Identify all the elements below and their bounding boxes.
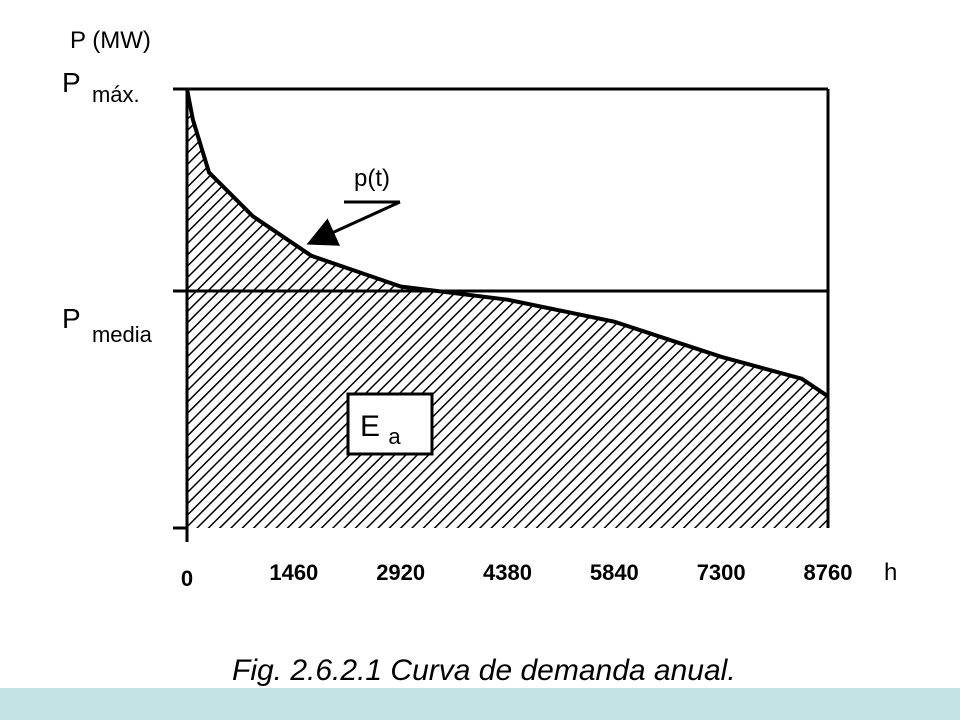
energy-area — [187, 89, 828, 528]
x-tick-label: 5840 — [590, 560, 639, 585]
energy-label-box — [346, 392, 434, 456]
curve-label: p(t) — [354, 165, 390, 192]
y-axis-title: P (MW) — [70, 27, 151, 54]
figure-caption: Fig. 2.6.2.1 Curva de demanda anual. — [232, 654, 736, 687]
curve-pointer-arrow — [306, 200, 401, 246]
x-tick-label: 7300 — [697, 560, 746, 585]
x-tick-label: 1460 — [269, 560, 318, 585]
pmax-subscript: máx. — [92, 82, 140, 107]
pmedia-subscript: media — [92, 322, 153, 347]
energy-label: E a — [360, 410, 401, 449]
pmedia-label: P media — [62, 303, 153, 347]
x-tick-label: 2920 — [376, 560, 425, 585]
footer-strip — [0, 688, 960, 720]
demand-curve-chart: P (MW) P máx. P media 0 1460 2920 4380 5840 7… — [62, 27, 897, 687]
pmax-label: P máx. — [62, 67, 140, 107]
y-axis-ticks — [173, 87, 187, 530]
x-axis-title: h — [884, 559, 897, 586]
x-axis-ticks: 0 1460 2920 4380 5840 7300 8760 — [181, 560, 853, 591]
series-line-p-t — [185, 88, 830, 398]
x-tick-label: 0 — [181, 566, 193, 591]
x-tick-label: 4380 — [483, 560, 532, 585]
energy-subscript: a — [388, 424, 401, 449]
pmax-symbol: P — [62, 67, 80, 98]
energy-symbol: E — [360, 410, 380, 443]
pmedia-symbol: P — [62, 303, 80, 334]
x-tick-label: 8760 — [804, 560, 853, 585]
